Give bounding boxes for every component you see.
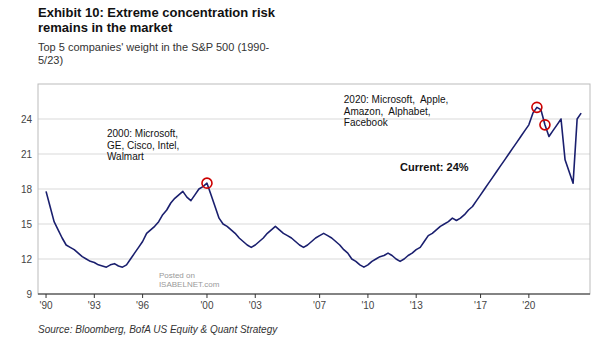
grid (38, 119, 590, 294)
x-tick (528, 294, 529, 298)
x-tick (255, 294, 256, 298)
x-tick (480, 294, 481, 298)
x-tick-label: '00 (200, 300, 213, 311)
x-tick (94, 294, 95, 298)
grid-line (38, 119, 590, 120)
plot-area (46, 102, 581, 267)
x-tick-label: '20 (522, 300, 535, 311)
title: Exhibit 10: Extreme concentration riskre… (38, 5, 276, 35)
x-tick (319, 294, 320, 298)
grid-line (38, 259, 590, 260)
grid-line (38, 189, 590, 190)
highlight-circle (540, 120, 550, 130)
y-tick-label: 24 (21, 114, 33, 125)
annotation: Posted onISABELNET.com (159, 271, 220, 290)
highlight-circle (202, 178, 212, 188)
annotation: 2000: Microsoft,GE, Cisco, Intel,Walmart (107, 128, 179, 162)
subtitle: Top 5 companies' weight in the S&P 500 (… (38, 41, 270, 66)
chart: Exhibit 10: Extreme concentration riskre… (0, 0, 605, 341)
x-tick-label: '07 (313, 300, 326, 311)
series-line (46, 107, 581, 267)
grid-line (38, 224, 590, 225)
source: Source: Bloomberg, BofA US Equity & Quan… (38, 324, 278, 335)
x-tick-label: '17 (474, 300, 487, 311)
x-tick-label: '90 (40, 300, 53, 311)
x-tick-label: '10 (361, 300, 374, 311)
x-tick (46, 294, 47, 298)
x-tick-label: '96 (136, 300, 149, 311)
annotation: 2020: Microsoft, Apple,Amazon, Alphabet,… (344, 94, 449, 128)
x-axis (38, 294, 590, 295)
x-tick (206, 294, 207, 298)
annotation: Current: 24% (400, 161, 469, 173)
y-tick-label: 21 (21, 149, 33, 160)
y-tick-label: 9 (26, 289, 32, 300)
x-tick (142, 294, 143, 298)
x-tick-label: '93 (88, 300, 101, 311)
y-tick-label: 18 (21, 184, 33, 195)
plot-frame (38, 84, 590, 294)
x-tick-label: '03 (249, 300, 262, 311)
y-tick-label: 15 (21, 219, 33, 230)
highlight-circle (532, 102, 542, 112)
x-tick (416, 294, 417, 298)
x-tick-label: '13 (410, 300, 423, 311)
x-tick (367, 294, 368, 298)
grid-line (38, 294, 590, 295)
y-tick-label: 12 (21, 254, 33, 265)
